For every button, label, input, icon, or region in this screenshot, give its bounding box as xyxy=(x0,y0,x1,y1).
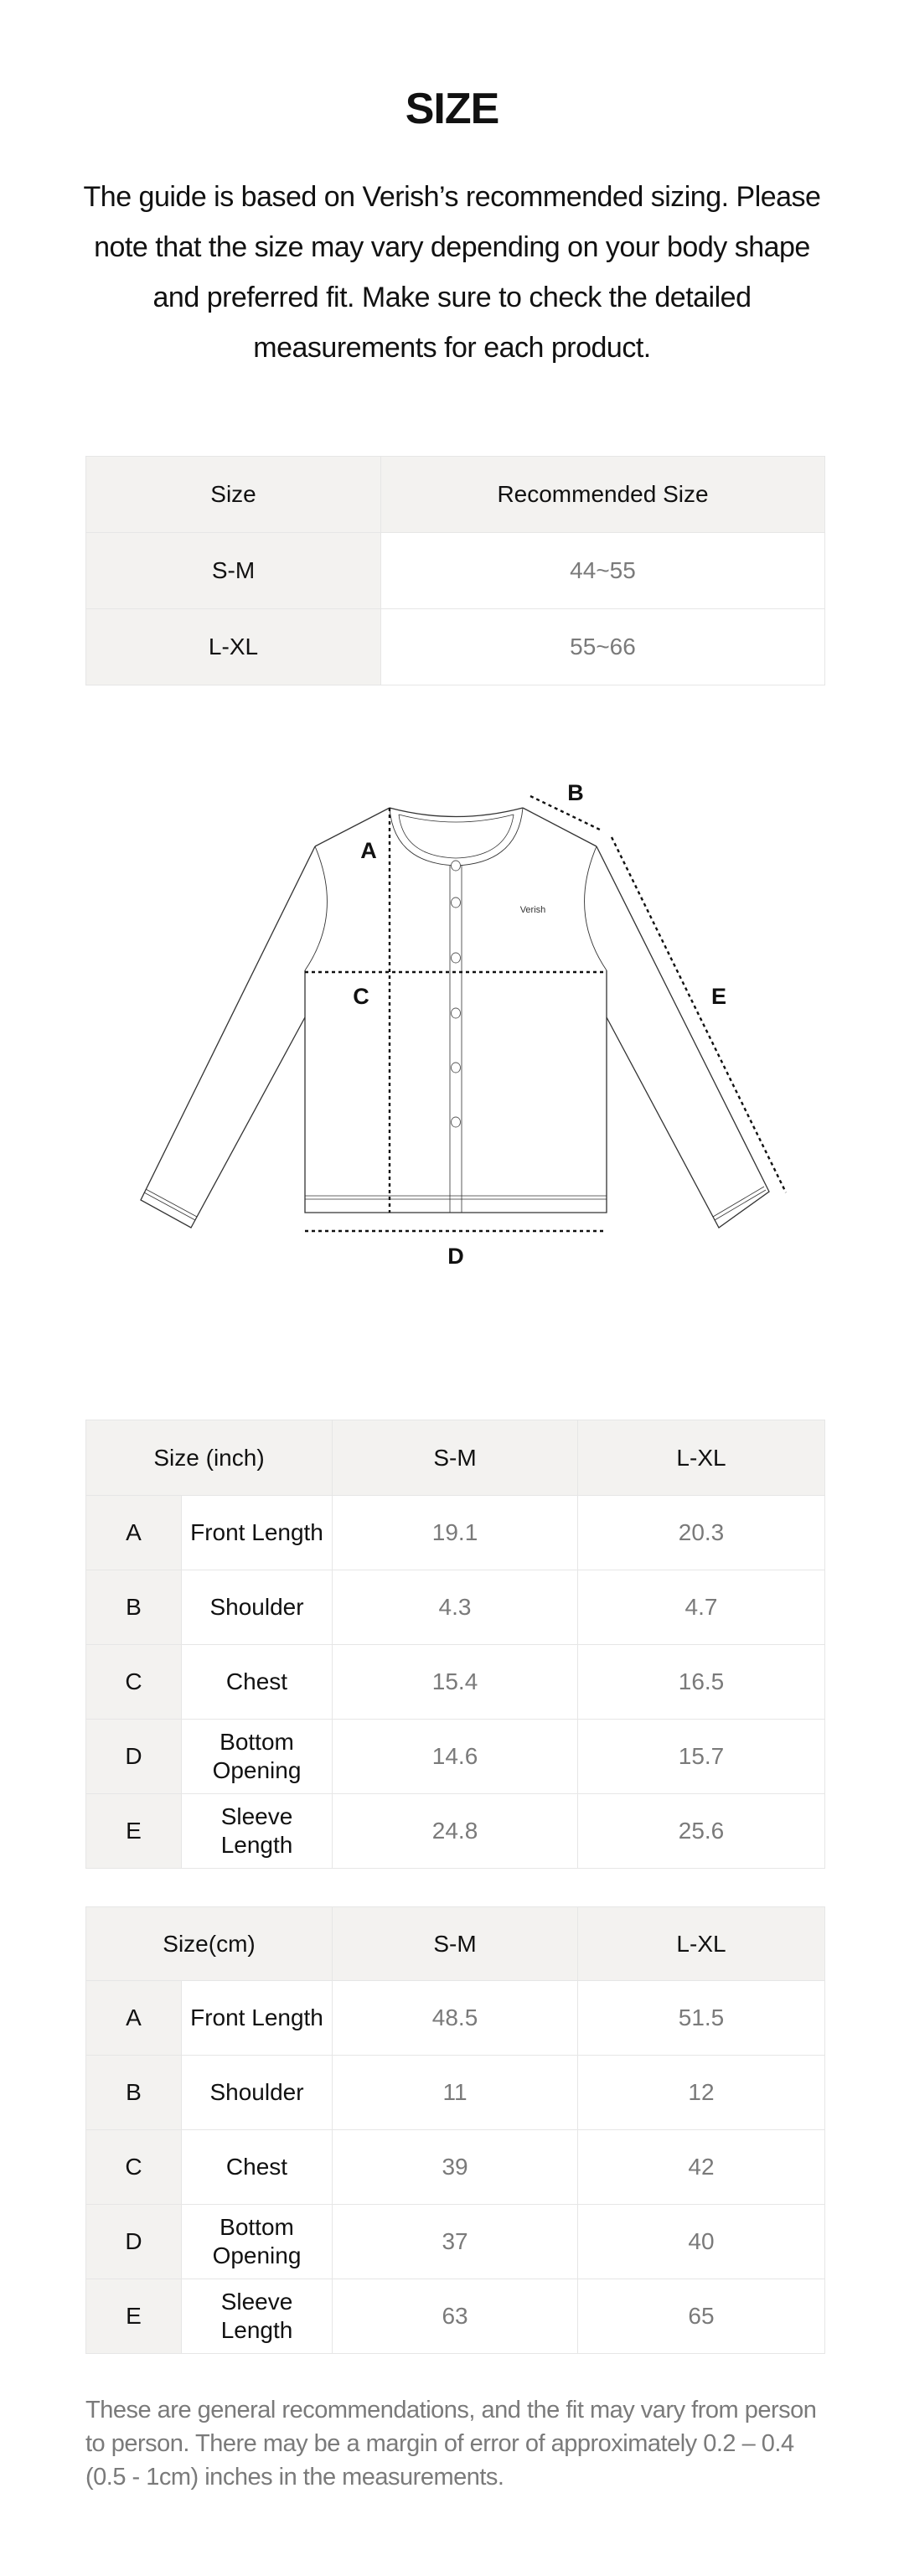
value-s-m: 15.4 xyxy=(332,1644,579,1720)
table-header-row: Size Recommended Size xyxy=(85,456,825,533)
value-s-m: 14.6 xyxy=(332,1719,579,1794)
inch-measurement-table: Size (inch) S-M L-XL A Front Length 19.1 20… xyxy=(85,1420,825,1869)
button-icon xyxy=(451,1062,461,1073)
value-l-xl: 51.5 xyxy=(577,1980,825,2056)
value-s-m: 4.3 xyxy=(332,1570,579,1645)
garment-measurement-diagram: Verish A B C D E xyxy=(140,780,788,1269)
cardigan-outline xyxy=(140,807,770,1229)
cm-measurement-table: Size(cm) S-M L-XL A Front Length 48.5 51.5 … xyxy=(85,1906,825,2354)
value-l-xl: 15.7 xyxy=(577,1719,825,1794)
brand-label: Verish xyxy=(520,905,546,915)
button-icon xyxy=(451,897,461,908)
header-unit: Size(cm) xyxy=(85,1906,333,1981)
table-row: C Chest 15.4 16.5 xyxy=(85,1644,825,1720)
code: C xyxy=(85,1644,182,1720)
table-row: A Front Length 19.1 20.3 xyxy=(85,1495,825,1570)
value-s-m: 48.5 xyxy=(332,1980,579,2056)
table-row: D Bottom Opening 37 40 xyxy=(85,2204,825,2279)
code: E xyxy=(85,1793,182,1869)
shoulder-line xyxy=(529,794,602,832)
measurement-name: Chest xyxy=(180,2129,333,2205)
table-row: E Sleeve Length 24.8 25.6 xyxy=(85,1793,825,1869)
value-s-m: 19.1 xyxy=(332,1495,579,1570)
code: A xyxy=(85,1980,182,2056)
table-row: B Shoulder 11 12 xyxy=(85,2055,825,2130)
page-title: SIZE xyxy=(405,85,500,133)
label-a: A xyxy=(360,838,377,863)
table-row: A Front Length 48.5 51.5 xyxy=(85,1980,825,2056)
label-e: E xyxy=(711,984,726,1009)
size-label: L-XL xyxy=(85,608,381,685)
value-l-xl: 40 xyxy=(577,2204,825,2279)
header-l-xl: L-XL xyxy=(577,1420,825,1496)
measurement-name: Sleeve Length xyxy=(180,1793,333,1869)
value-l-xl: 12 xyxy=(577,2055,825,2130)
measurement-name: Shoulder xyxy=(180,1570,333,1645)
header-s-m: S-M xyxy=(332,1906,579,1981)
table-header-row: Size (inch) S-M L-XL xyxy=(85,1420,825,1496)
size-label: S-M xyxy=(85,532,381,609)
header-size: Size xyxy=(85,456,381,533)
fit-disclaimer: These are general recommendations, and t… xyxy=(85,2397,817,2491)
value-s-m: 39 xyxy=(332,2129,579,2205)
value-l-xl: 16.5 xyxy=(577,1644,825,1720)
header-s-m: S-M xyxy=(332,1420,579,1496)
measurement-lines xyxy=(305,794,788,1233)
value-s-m: 63 xyxy=(332,2279,579,2354)
table-row: E Sleeve Length 63 65 xyxy=(85,2279,825,2354)
header-recommended-size: Recommended Size xyxy=(380,456,825,533)
table-row: L-XL 55~66 xyxy=(85,608,825,685)
label-d: D xyxy=(447,1244,464,1269)
value-l-xl: 20.3 xyxy=(577,1495,825,1570)
code: D xyxy=(85,1719,182,1794)
table-row: B Shoulder 4.3 4.7 xyxy=(85,1570,825,1645)
button-icon xyxy=(451,1116,461,1128)
measurement-name: Bottom Opening xyxy=(180,1719,333,1794)
sleeve-length-line xyxy=(610,836,788,1193)
recommended-value: 55~66 xyxy=(380,608,825,685)
table-header-row: Size(cm) S-M L-XL xyxy=(85,1906,825,1981)
measurement-name: Bottom Opening xyxy=(180,2204,333,2279)
code: D xyxy=(85,2204,182,2279)
code: C xyxy=(85,2129,182,2205)
code: A xyxy=(85,1495,182,1570)
button-icon xyxy=(451,1007,461,1019)
measurement-name: Front Length xyxy=(180,1980,333,2056)
header-unit: Size (inch) xyxy=(85,1420,333,1496)
buttons xyxy=(451,860,461,1128)
label-c: C xyxy=(353,984,369,1009)
value-l-xl: 4.7 xyxy=(577,1570,825,1645)
code: B xyxy=(85,1570,182,1645)
measurement-name: Shoulder xyxy=(180,2055,333,2130)
button-icon xyxy=(451,952,461,964)
value-l-xl: 42 xyxy=(577,2129,825,2205)
value-s-m: 11 xyxy=(332,2055,579,2130)
button-icon xyxy=(451,860,461,872)
measurement-name: Sleeve Length xyxy=(180,2279,333,2354)
recommended-size-table: Size Recommended Size S-M 44~55 L-XL 55~… xyxy=(85,456,825,685)
value-l-xl: 65 xyxy=(577,2279,825,2354)
code: E xyxy=(85,2279,182,2354)
header-l-xl: L-XL xyxy=(577,1906,825,1981)
value-l-xl: 25.6 xyxy=(577,1793,825,1869)
intro-text: The guide is based on Verish’s recommend… xyxy=(83,181,821,364)
measurement-name: Chest xyxy=(180,1644,333,1720)
table-row: C Chest 39 42 xyxy=(85,2129,825,2205)
code: B xyxy=(85,2055,182,2130)
value-s-m: 24.8 xyxy=(332,1793,579,1869)
label-b: B xyxy=(567,780,584,805)
value-s-m: 37 xyxy=(332,2204,579,2279)
table-row: D Bottom Opening 14.6 15.7 xyxy=(85,1719,825,1794)
measurement-name: Front Length xyxy=(180,1495,333,1570)
